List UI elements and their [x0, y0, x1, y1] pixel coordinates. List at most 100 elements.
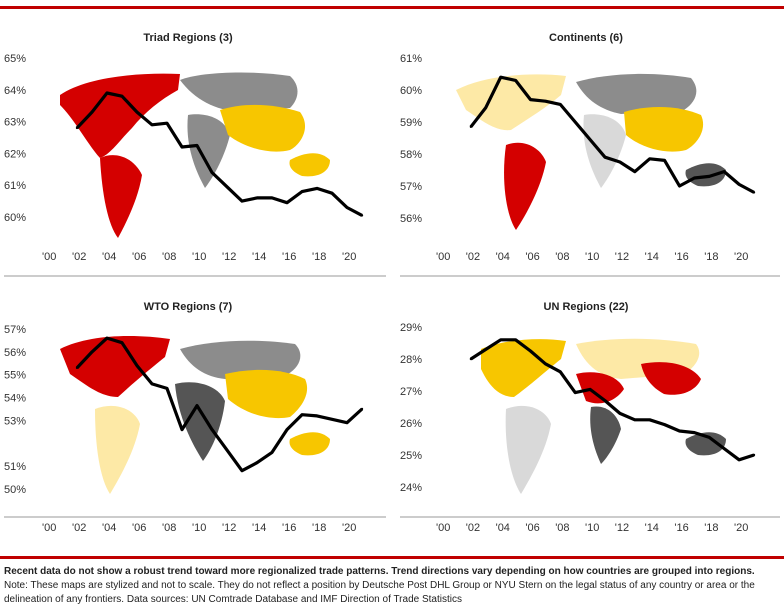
x-tick-label: '02 — [466, 522, 480, 534]
x-tick-label: '04 — [496, 251, 510, 263]
data-point — [574, 120, 577, 124]
data-point — [255, 461, 259, 464]
x-tick-label: '12 — [615, 522, 629, 534]
x-tick-label: '16 — [674, 522, 688, 534]
y-tick-label: 27% — [400, 386, 422, 398]
data-point — [544, 100, 547, 103]
data-point — [618, 160, 622, 164]
y-tick-label: 58% — [400, 149, 422, 161]
data-point — [300, 190, 304, 193]
data-point — [360, 214, 364, 217]
x-tick-label: '04 — [102, 251, 116, 263]
x-tick-label: '02 — [72, 251, 86, 263]
data-point — [737, 458, 741, 461]
data-point — [120, 94, 124, 98]
y-tick-label: 29% — [400, 322, 422, 334]
chart-title: UN Regions (22) — [544, 301, 629, 313]
x-tick-label: '10 — [585, 522, 599, 534]
x-tick-label: '00 — [436, 251, 450, 263]
data-point — [708, 436, 711, 439]
x-tick-label: '14 — [252, 251, 266, 263]
data-point — [105, 336, 109, 340]
data-point — [225, 185, 229, 188]
data-point — [195, 404, 199, 407]
world-map-stylized — [60, 336, 330, 494]
x-axis-ticks: '00 '02 '04 '06 '08 '10 '12 '14 '16 '18 '20 — [436, 251, 748, 263]
data-point — [135, 110, 139, 114]
footer-note: Note: These maps are stylized and not to… — [4, 580, 755, 605]
x-tick-label: '14 — [645, 522, 659, 534]
x-axis-ticks: '00 '02 '04 '06 '08 '10 '12 '14 '16 '18 '20 — [42, 522, 356, 534]
chart-panel-continents: Continents (6) 61% 60% 59% 58% 57% 56% '00 '02… — [396, 20, 784, 277]
x-tick-label: '04 — [496, 522, 510, 534]
x-tick-label: '20 — [342, 522, 356, 534]
x-tick-label: '16 — [674, 251, 688, 263]
y-tick-label: 25% — [400, 450, 422, 462]
data-point — [210, 428, 214, 431]
data-point — [603, 156, 607, 159]
data-point — [648, 418, 651, 421]
x-tick-label: '12 — [222, 522, 236, 534]
data-point — [648, 157, 651, 160]
data-point — [737, 183, 741, 186]
data-point — [345, 206, 349, 209]
x-tick-label: '20 — [734, 251, 748, 263]
data-point — [225, 448, 229, 452]
data-point — [663, 159, 666, 162]
chart-panel-un: UN Regions (22) 29% 28% 27% 26% 25% 24% '00'0… — [396, 289, 784, 539]
data-point — [255, 196, 259, 200]
world-map-stylized — [481, 338, 726, 494]
footer: Recent data do not show a robust trend t… — [4, 565, 780, 607]
data-point — [315, 187, 319, 190]
data-point — [165, 387, 169, 390]
y-axis-ticks: 29% 28% 27% 26% 25% 24% — [400, 322, 422, 494]
series-line — [469, 75, 755, 194]
footer-headline: Recent data do not show a robust trend t… — [4, 566, 755, 577]
data-point — [499, 76, 502, 79]
data-point — [360, 407, 364, 411]
x-tick-label: '12 — [615, 251, 629, 263]
data-point — [708, 175, 711, 178]
data-point — [529, 349, 532, 353]
y-tick-label: 56% — [4, 347, 26, 359]
data-point — [574, 391, 577, 394]
x-tick-label: '06 — [132, 251, 146, 263]
x-tick-label: '00 — [436, 522, 450, 534]
x-tick-label: '06 — [132, 522, 146, 534]
x-tick-label: '10 — [585, 251, 599, 263]
data-point — [529, 98, 532, 101]
data-point — [240, 469, 244, 472]
data-point — [90, 110, 94, 114]
data-point — [678, 429, 681, 433]
data-point — [678, 184, 681, 188]
y-tick-label: 54% — [4, 393, 26, 405]
data-point — [165, 121, 169, 125]
data-point — [693, 431, 696, 434]
data-point — [693, 176, 696, 180]
x-tick-label: '06 — [525, 251, 539, 263]
y-tick-label: 28% — [400, 354, 422, 366]
data-point — [723, 170, 726, 173]
data-point — [75, 126, 79, 130]
data-point — [469, 357, 473, 361]
x-tick-label: '18 — [704, 251, 718, 263]
data-point — [300, 413, 304, 416]
data-point — [544, 362, 547, 365]
data-point — [663, 423, 666, 426]
y-tick-label: 56% — [400, 213, 422, 225]
x-tick-label: '18 — [312, 522, 326, 534]
y-tick-label: 51% — [4, 461, 26, 473]
data-point — [105, 91, 109, 95]
series-line — [75, 91, 363, 217]
series-line — [75, 336, 364, 473]
x-tick-label: '10 — [192, 522, 206, 534]
y-tick-label: 62% — [4, 148, 26, 160]
data-point — [270, 451, 274, 454]
x-tick-label: '00 — [42, 251, 56, 263]
y-tick-label: 60% — [400, 85, 422, 97]
data-point — [514, 79, 517, 82]
y-tick-label: 53% — [4, 415, 26, 427]
x-tick-label: '14 — [645, 251, 659, 263]
x-tick-label: '08 — [555, 251, 569, 263]
y-tick-label: 63% — [4, 117, 26, 129]
